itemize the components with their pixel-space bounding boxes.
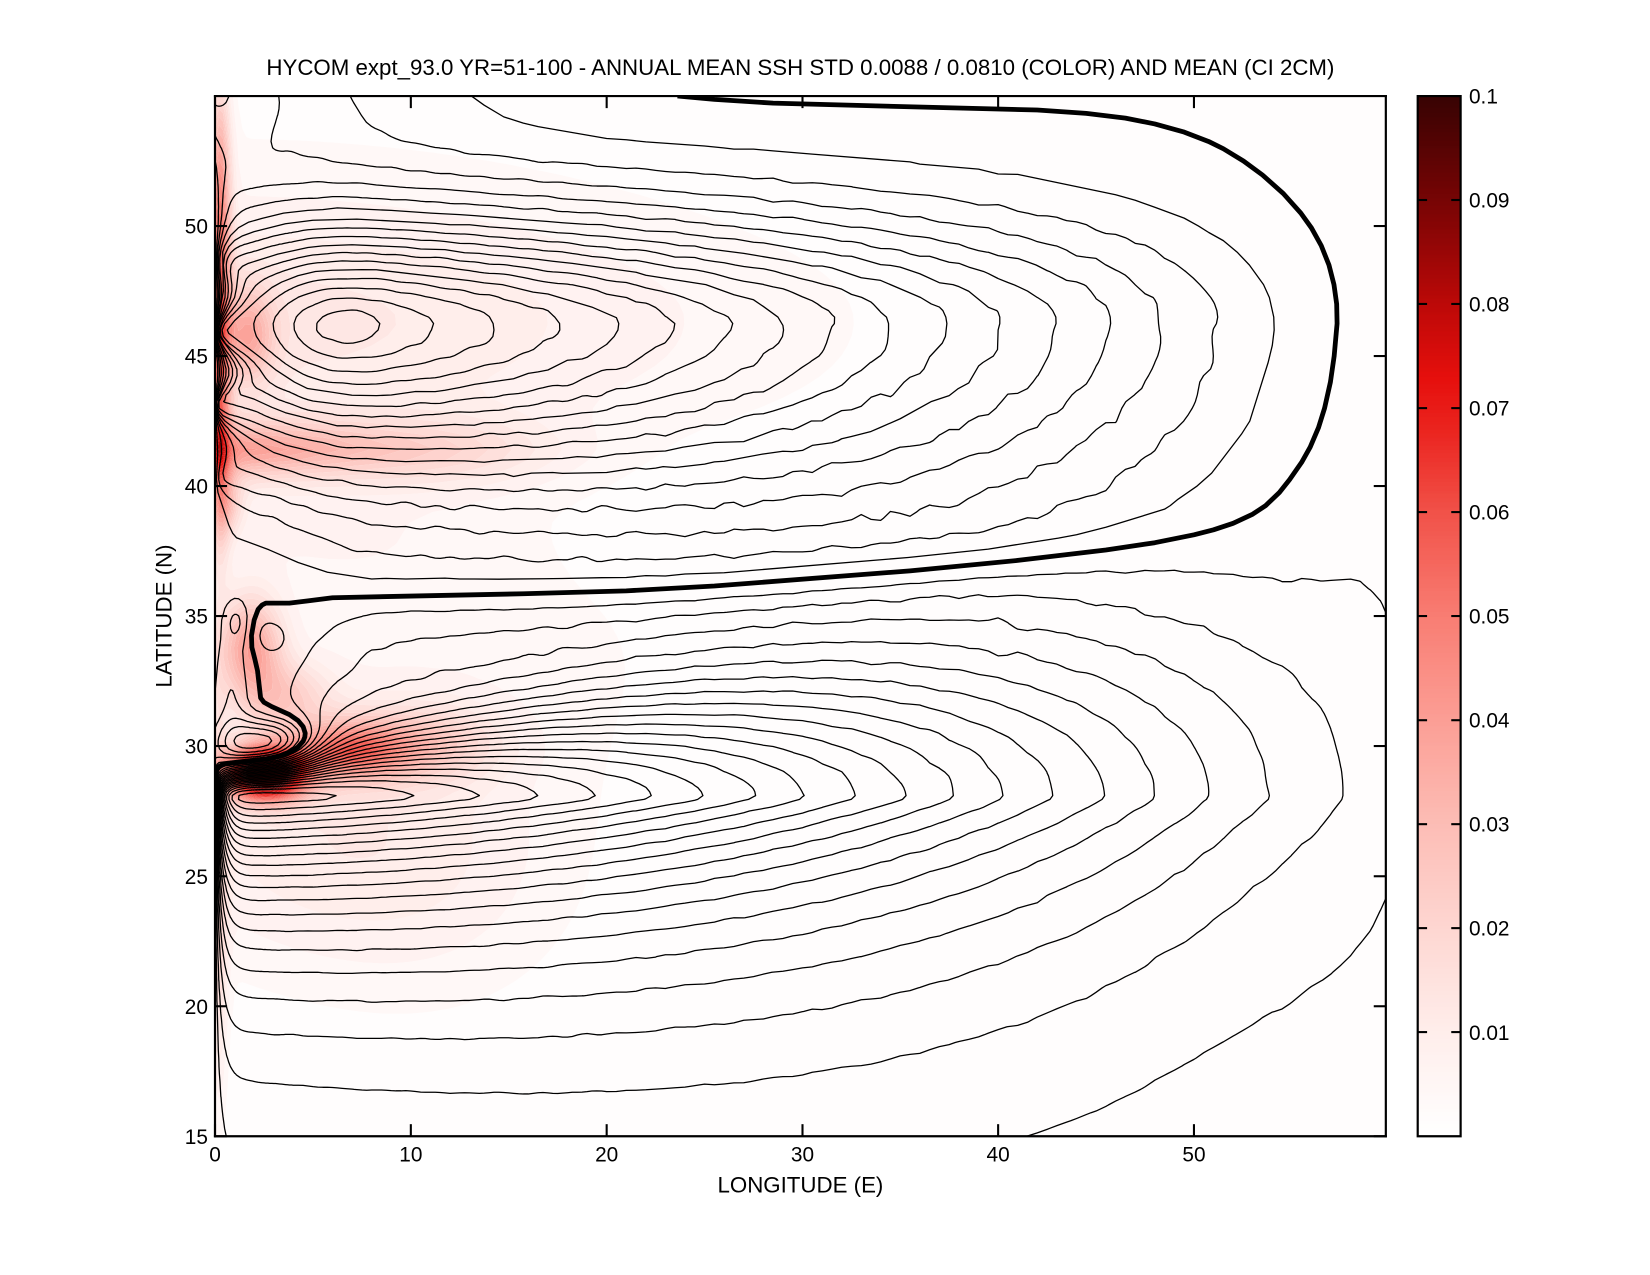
svg-text:0.02: 0.02 [1469, 918, 1510, 941]
svg-text:20: 20 [185, 996, 208, 1019]
svg-text:30: 30 [791, 1144, 814, 1167]
svg-text:0.06: 0.06 [1469, 502, 1510, 525]
svg-text:50: 50 [1182, 1144, 1205, 1167]
svg-text:10: 10 [399, 1144, 422, 1167]
svg-text:40: 40 [185, 476, 208, 499]
svg-text:0.1: 0.1 [1469, 86, 1498, 109]
svg-text:0.01: 0.01 [1469, 1022, 1510, 1045]
svg-text:0.03: 0.03 [1469, 814, 1510, 837]
svg-text:20: 20 [595, 1144, 618, 1167]
svg-text:0.09: 0.09 [1469, 190, 1510, 213]
svg-text:50: 50 [185, 216, 208, 239]
svg-text:0.05: 0.05 [1469, 606, 1510, 629]
svg-text:35: 35 [185, 606, 208, 629]
svg-text:HYCOM expt_93.0 YR=51-100 - AN: HYCOM expt_93.0 YR=51-100 - ANNUAL MEAN … [266, 55, 1334, 80]
svg-text:15: 15 [185, 1126, 208, 1149]
svg-text:25: 25 [185, 866, 208, 889]
svg-text:0.07: 0.07 [1469, 398, 1510, 421]
svg-text:LATITUDE (N): LATITUDE (N) [151, 544, 176, 687]
svg-text:0: 0 [209, 1144, 221, 1167]
svg-text:0.04: 0.04 [1469, 710, 1510, 733]
svg-text:0.08: 0.08 [1469, 294, 1510, 317]
svg-text:45: 45 [185, 346, 208, 369]
svg-text:30: 30 [185, 736, 208, 759]
svg-text:LONGITUDE (E): LONGITUDE (E) [717, 1173, 883, 1198]
svg-text:40: 40 [987, 1144, 1010, 1167]
